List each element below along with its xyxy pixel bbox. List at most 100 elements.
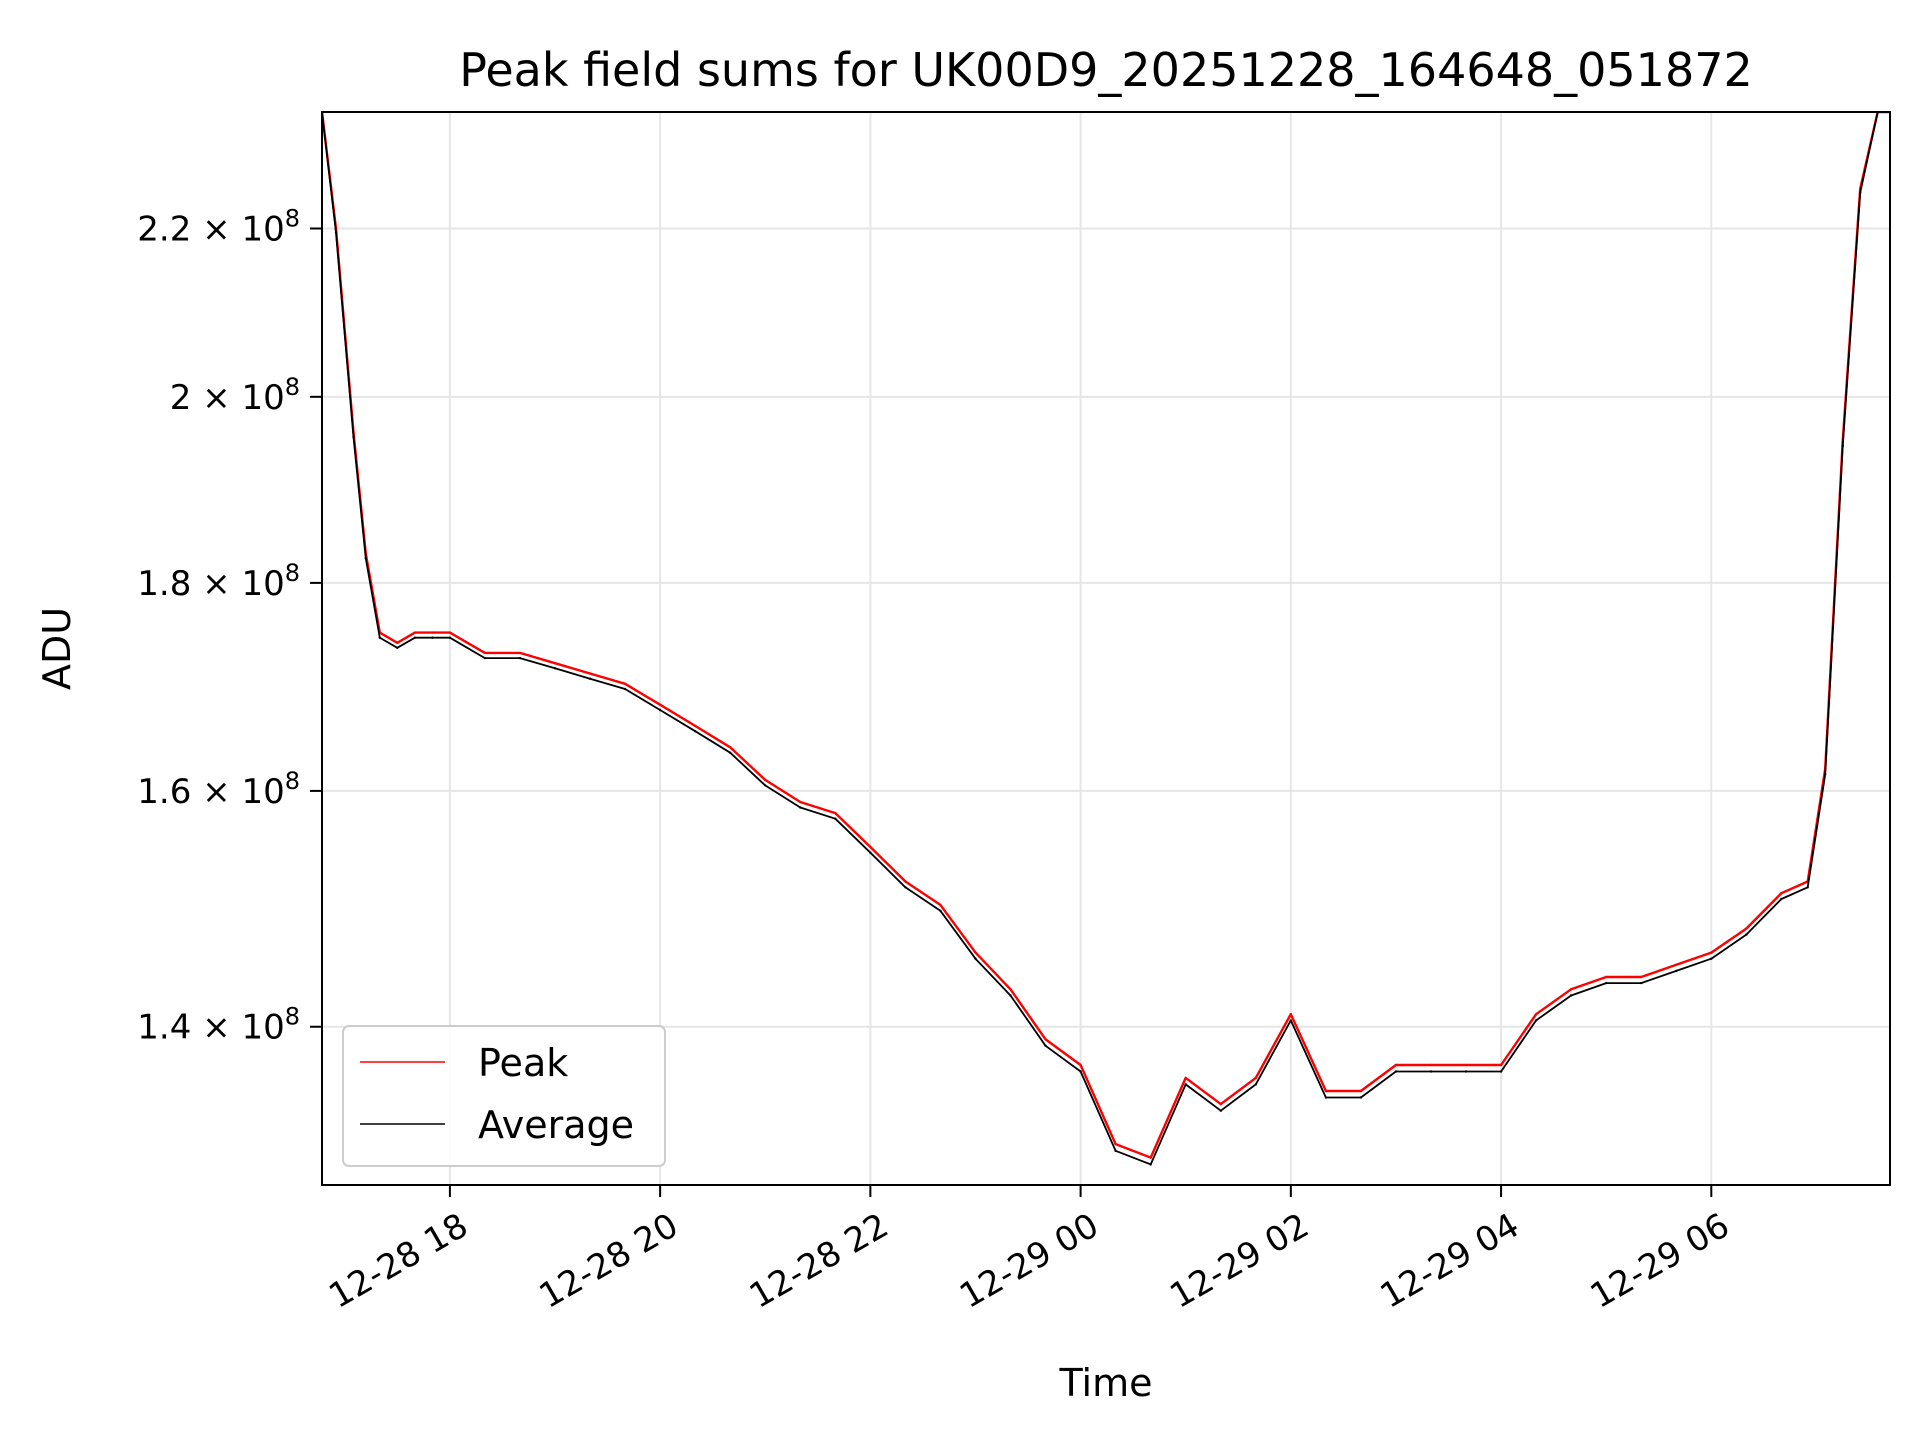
data-point-average bbox=[1359, 1096, 1363, 1099]
data-point-average bbox=[623, 687, 627, 691]
data-point-average bbox=[1009, 994, 1012, 997]
data-point-average bbox=[1534, 1019, 1538, 1022]
data-point-average bbox=[334, 231, 338, 234]
y-tick-label: 1.4 × 108 bbox=[137, 1003, 300, 1048]
x-axis-title: Time bbox=[1059, 1361, 1153, 1405]
data-point-average bbox=[364, 557, 367, 560]
data-point-average bbox=[1745, 933, 1748, 936]
data-point-peak bbox=[729, 746, 732, 749]
data-point-average bbox=[869, 851, 872, 854]
data-point-average bbox=[553, 667, 557, 670]
data-point-average bbox=[1149, 1163, 1152, 1166]
data-point-peak bbox=[904, 880, 907, 883]
data-point-peak bbox=[799, 800, 802, 804]
data-point-average bbox=[1289, 1019, 1293, 1022]
chart-title: Peak field sums for UK00D9_20251228_1646… bbox=[459, 43, 1753, 97]
data-point-peak bbox=[431, 631, 434, 634]
y-tick-exponent: 8 bbox=[285, 373, 300, 401]
data-point-peak bbox=[1534, 1013, 1538, 1016]
y-tick-mantissa: 2.2 bbox=[137, 209, 191, 249]
data-point-average bbox=[1044, 1044, 1047, 1048]
data-point-average bbox=[1324, 1096, 1328, 1099]
data-point-average bbox=[518, 656, 522, 660]
y-tick-mantissa: 1.4 bbox=[137, 1008, 191, 1048]
plot-frame bbox=[321, 111, 1891, 1186]
y-tick-label: 1.6 × 108 bbox=[137, 767, 300, 812]
y-tick-mantissa: 1.8 bbox=[137, 564, 191, 604]
data-point-peak bbox=[1499, 1063, 1503, 1067]
data-point-peak bbox=[1710, 951, 1713, 954]
data-point-average bbox=[1806, 886, 1809, 889]
y-tick-times: × 10 bbox=[191, 209, 284, 249]
legend: Peak Average bbox=[342, 1025, 666, 1167]
data-point-peak bbox=[1640, 975, 1643, 979]
legend-box bbox=[342, 1025, 666, 1167]
data-point-average bbox=[1184, 1083, 1187, 1086]
data-point-peak bbox=[1569, 988, 1573, 991]
data-point-average bbox=[729, 751, 732, 754]
data-point-average bbox=[1780, 897, 1783, 901]
data-point-average bbox=[378, 636, 381, 639]
data-point-peak bbox=[1009, 988, 1012, 991]
data-point-peak bbox=[518, 651, 522, 655]
data-point-average bbox=[799, 806, 802, 809]
data-point-average bbox=[1254, 1083, 1258, 1086]
data-point-average bbox=[483, 656, 487, 660]
y-tick-times: × 10 bbox=[191, 1008, 284, 1048]
data-point-average bbox=[974, 957, 977, 960]
y-tick-times: × 10 bbox=[191, 378, 284, 418]
data-point-peak bbox=[1114, 1142, 1117, 1146]
data-point-peak bbox=[764, 778, 767, 782]
data-point-average bbox=[588, 677, 592, 680]
y-tick-exponent: 8 bbox=[285, 204, 300, 232]
data-point-peak bbox=[553, 662, 557, 665]
legend-label-peak: Peak bbox=[478, 1041, 568, 1085]
data-point-average bbox=[413, 636, 417, 639]
data-point-average bbox=[1394, 1070, 1398, 1073]
data-point-peak bbox=[974, 951, 977, 954]
data-point-peak bbox=[1605, 975, 1608, 979]
data-point-peak bbox=[483, 651, 487, 655]
data-point-peak bbox=[413, 631, 417, 634]
data-point-average bbox=[1605, 981, 1608, 985]
y-tick-exponent: 8 bbox=[285, 559, 300, 587]
data-point-average bbox=[658, 708, 662, 712]
data-point-peak bbox=[834, 811, 837, 815]
data-point-peak bbox=[869, 845, 872, 849]
data-point-average bbox=[1429, 1070, 1433, 1073]
data-point-peak bbox=[1184, 1076, 1187, 1080]
data-point-average bbox=[1640, 981, 1643, 985]
data-point-average bbox=[448, 636, 452, 639]
data-point-average bbox=[1675, 969, 1678, 973]
data-point-peak bbox=[448, 631, 452, 634]
y-tick-times: × 10 bbox=[191, 772, 284, 812]
data-point-peak bbox=[1079, 1063, 1082, 1067]
y-tick-times: × 10 bbox=[191, 564, 284, 604]
data-point-peak bbox=[1149, 1156, 1152, 1159]
data-point-average bbox=[1219, 1109, 1223, 1112]
data-point-peak bbox=[694, 724, 697, 728]
data-point-average bbox=[1464, 1070, 1468, 1073]
data-point-peak bbox=[1394, 1063, 1398, 1067]
data-point-peak bbox=[1044, 1038, 1047, 1041]
y-axis-title: ADU bbox=[35, 607, 79, 690]
data-point-average bbox=[834, 817, 837, 820]
y-tick-exponent: 8 bbox=[285, 767, 300, 795]
data-point-average bbox=[396, 646, 399, 649]
data-point-peak bbox=[396, 641, 399, 644]
legend-label-average: Average bbox=[478, 1103, 634, 1147]
data-point-average bbox=[764, 784, 767, 787]
data-point-average bbox=[694, 730, 697, 733]
data-point-average bbox=[1824, 773, 1827, 776]
data-point-peak bbox=[1464, 1063, 1468, 1067]
data-point-peak bbox=[1289, 1013, 1293, 1016]
data-point-average bbox=[431, 636, 434, 639]
data-point-average bbox=[904, 886, 907, 889]
data-point-average bbox=[1859, 191, 1862, 194]
data-point-peak bbox=[1219, 1102, 1223, 1106]
data-point-average bbox=[1710, 957, 1713, 960]
series-layer bbox=[322, 112, 1890, 1166]
y-tick-exponent: 8 bbox=[285, 1003, 300, 1031]
